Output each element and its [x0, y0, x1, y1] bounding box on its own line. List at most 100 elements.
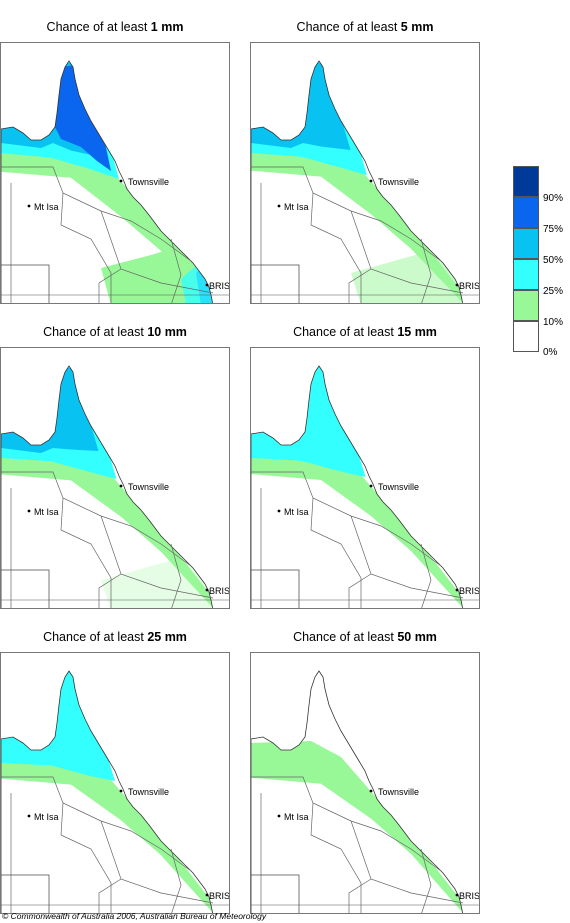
- district-border: [100, 210, 214, 294]
- district-border: [60, 497, 112, 608]
- panel-title: Chance of at least 15 mm: [293, 325, 437, 339]
- bris-marker: [455, 588, 459, 592]
- townsville-marker: [119, 789, 123, 793]
- townsville-marker: [369, 179, 373, 183]
- map-frame: Townsville Mt Isa BRIS: [250, 347, 480, 609]
- bris-label: BRIS: [209, 281, 230, 291]
- mtisa-marker: [277, 509, 281, 513]
- townsville-label: Townsville: [128, 787, 169, 797]
- coastline: [1, 60, 214, 303]
- legend-swatch-10: [513, 290, 539, 321]
- bris-marker: [455, 283, 459, 287]
- bris-marker: [205, 893, 209, 897]
- shading-south-10: [351, 243, 463, 303]
- legend-label-50: 50%: [543, 255, 564, 266]
- district-border: [100, 515, 214, 599]
- mtisa-marker: [27, 509, 31, 513]
- townsville-label: Townsville: [128, 177, 169, 187]
- district-border: [350, 515, 464, 599]
- bris-label: BRIS: [459, 281, 480, 291]
- nt-border-box: [251, 264, 300, 303]
- district-border: [350, 210, 464, 294]
- legend-swatch-75: [513, 197, 539, 228]
- district-border: [310, 192, 362, 303]
- legend-label-0: 0%: [543, 347, 558, 358]
- panel-title: Chance of at least 5 mm: [296, 20, 434, 34]
- district-border: [98, 878, 122, 913]
- mtisa-marker: [277, 204, 281, 208]
- mtisa-label: Mt Isa: [284, 507, 309, 517]
- townsville-label: Townsville: [378, 177, 419, 187]
- district-border: [350, 820, 464, 904]
- legend-label-25: 25%: [543, 286, 564, 297]
- bris-label: BRIS: [209, 891, 230, 901]
- nt-border-box: [1, 569, 50, 608]
- district-border: [100, 820, 214, 904]
- district-border: [98, 268, 122, 303]
- legend-swatch-50: [513, 228, 539, 259]
- district-border: [98, 573, 122, 608]
- map-frame: Townsville Mt Isa BRIS: [0, 42, 230, 304]
- nt-border-box: [251, 569, 300, 608]
- townsville-label: Townsville: [378, 482, 419, 492]
- shading-band-10: [1, 131, 213, 303]
- coastline: [251, 670, 464, 913]
- townsville-label: Townsville: [378, 787, 419, 797]
- shading-band-10: [251, 131, 463, 303]
- nt-border-box: [1, 874, 50, 913]
- nt-border-box: [1, 264, 50, 303]
- shading-south-10: [101, 548, 213, 608]
- map-svg: Townsville Mt Isa BRIS: [1, 60, 230, 303]
- townsville-marker: [369, 789, 373, 793]
- bris-marker: [455, 893, 459, 897]
- panel-title: Chance of at least 50 mm: [293, 630, 437, 644]
- map-svg: Townsville Mt Isa BRIS: [251, 60, 480, 303]
- bris-label: BRIS: [459, 586, 480, 596]
- map-svg: Townsville Mt Isa BRIS: [251, 365, 480, 608]
- nt-border-box: [251, 874, 300, 913]
- coastline: [1, 365, 214, 608]
- map-frame: Townsville Mt Isa BRIS: [250, 652, 480, 914]
- shading-band-50: [251, 63, 351, 150]
- district-border: [60, 192, 112, 303]
- mtisa-label: Mt Isa: [34, 507, 59, 517]
- map-frame: Townsville Mt Isa BRIS: [0, 347, 230, 609]
- bris-label: BRIS: [209, 586, 230, 596]
- district-border: [310, 497, 362, 608]
- map-svg: Townsville Mt Isa BRIS: [1, 670, 230, 913]
- coastline: [251, 365, 464, 608]
- district-border: [60, 802, 112, 913]
- shading-band-75: [53, 65, 111, 171]
- mtisa-label: Mt Isa: [34, 812, 59, 822]
- bris-marker: [205, 588, 209, 592]
- district-border: [310, 802, 362, 913]
- townsville-marker: [119, 179, 123, 183]
- mtisa-marker: [27, 814, 31, 818]
- townsville-label: Townsville: [128, 482, 169, 492]
- shading-band-10: [251, 741, 463, 913]
- townsville-marker: [369, 484, 373, 488]
- district-border: [348, 878, 372, 913]
- mtisa-marker: [277, 814, 281, 818]
- coastline: [251, 60, 464, 303]
- bris-marker: [205, 283, 209, 287]
- legend-label-75: 75%: [543, 224, 564, 235]
- probability-legend: 90% 75% 50% 25% 10% 0%: [513, 166, 570, 366]
- coastline: [1, 670, 214, 913]
- legend-swatch-90: [513, 166, 539, 197]
- district-border: [348, 573, 372, 608]
- legend-label-10: 10%: [543, 317, 564, 328]
- map-svg: Townsville Mt Isa BRIS: [1, 365, 230, 608]
- legend-label-90: 90%: [543, 193, 564, 204]
- mtisa-label: Mt Isa: [284, 202, 309, 212]
- legend-swatch-25: [513, 259, 539, 290]
- copyright-notice: © Commonwealth of Australia 2006, Austra…: [2, 911, 267, 921]
- map-frame: Townsville Mt Isa BRIS: [0, 652, 230, 914]
- mtisa-label: Mt Isa: [34, 202, 59, 212]
- district-border: [348, 268, 372, 303]
- bris-label: BRIS: [459, 891, 480, 901]
- legend-swatch-0: [513, 321, 539, 352]
- townsville-marker: [119, 484, 123, 488]
- map-frame: Townsville Mt Isa BRIS: [250, 42, 480, 304]
- rainfall-shading: [251, 741, 463, 913]
